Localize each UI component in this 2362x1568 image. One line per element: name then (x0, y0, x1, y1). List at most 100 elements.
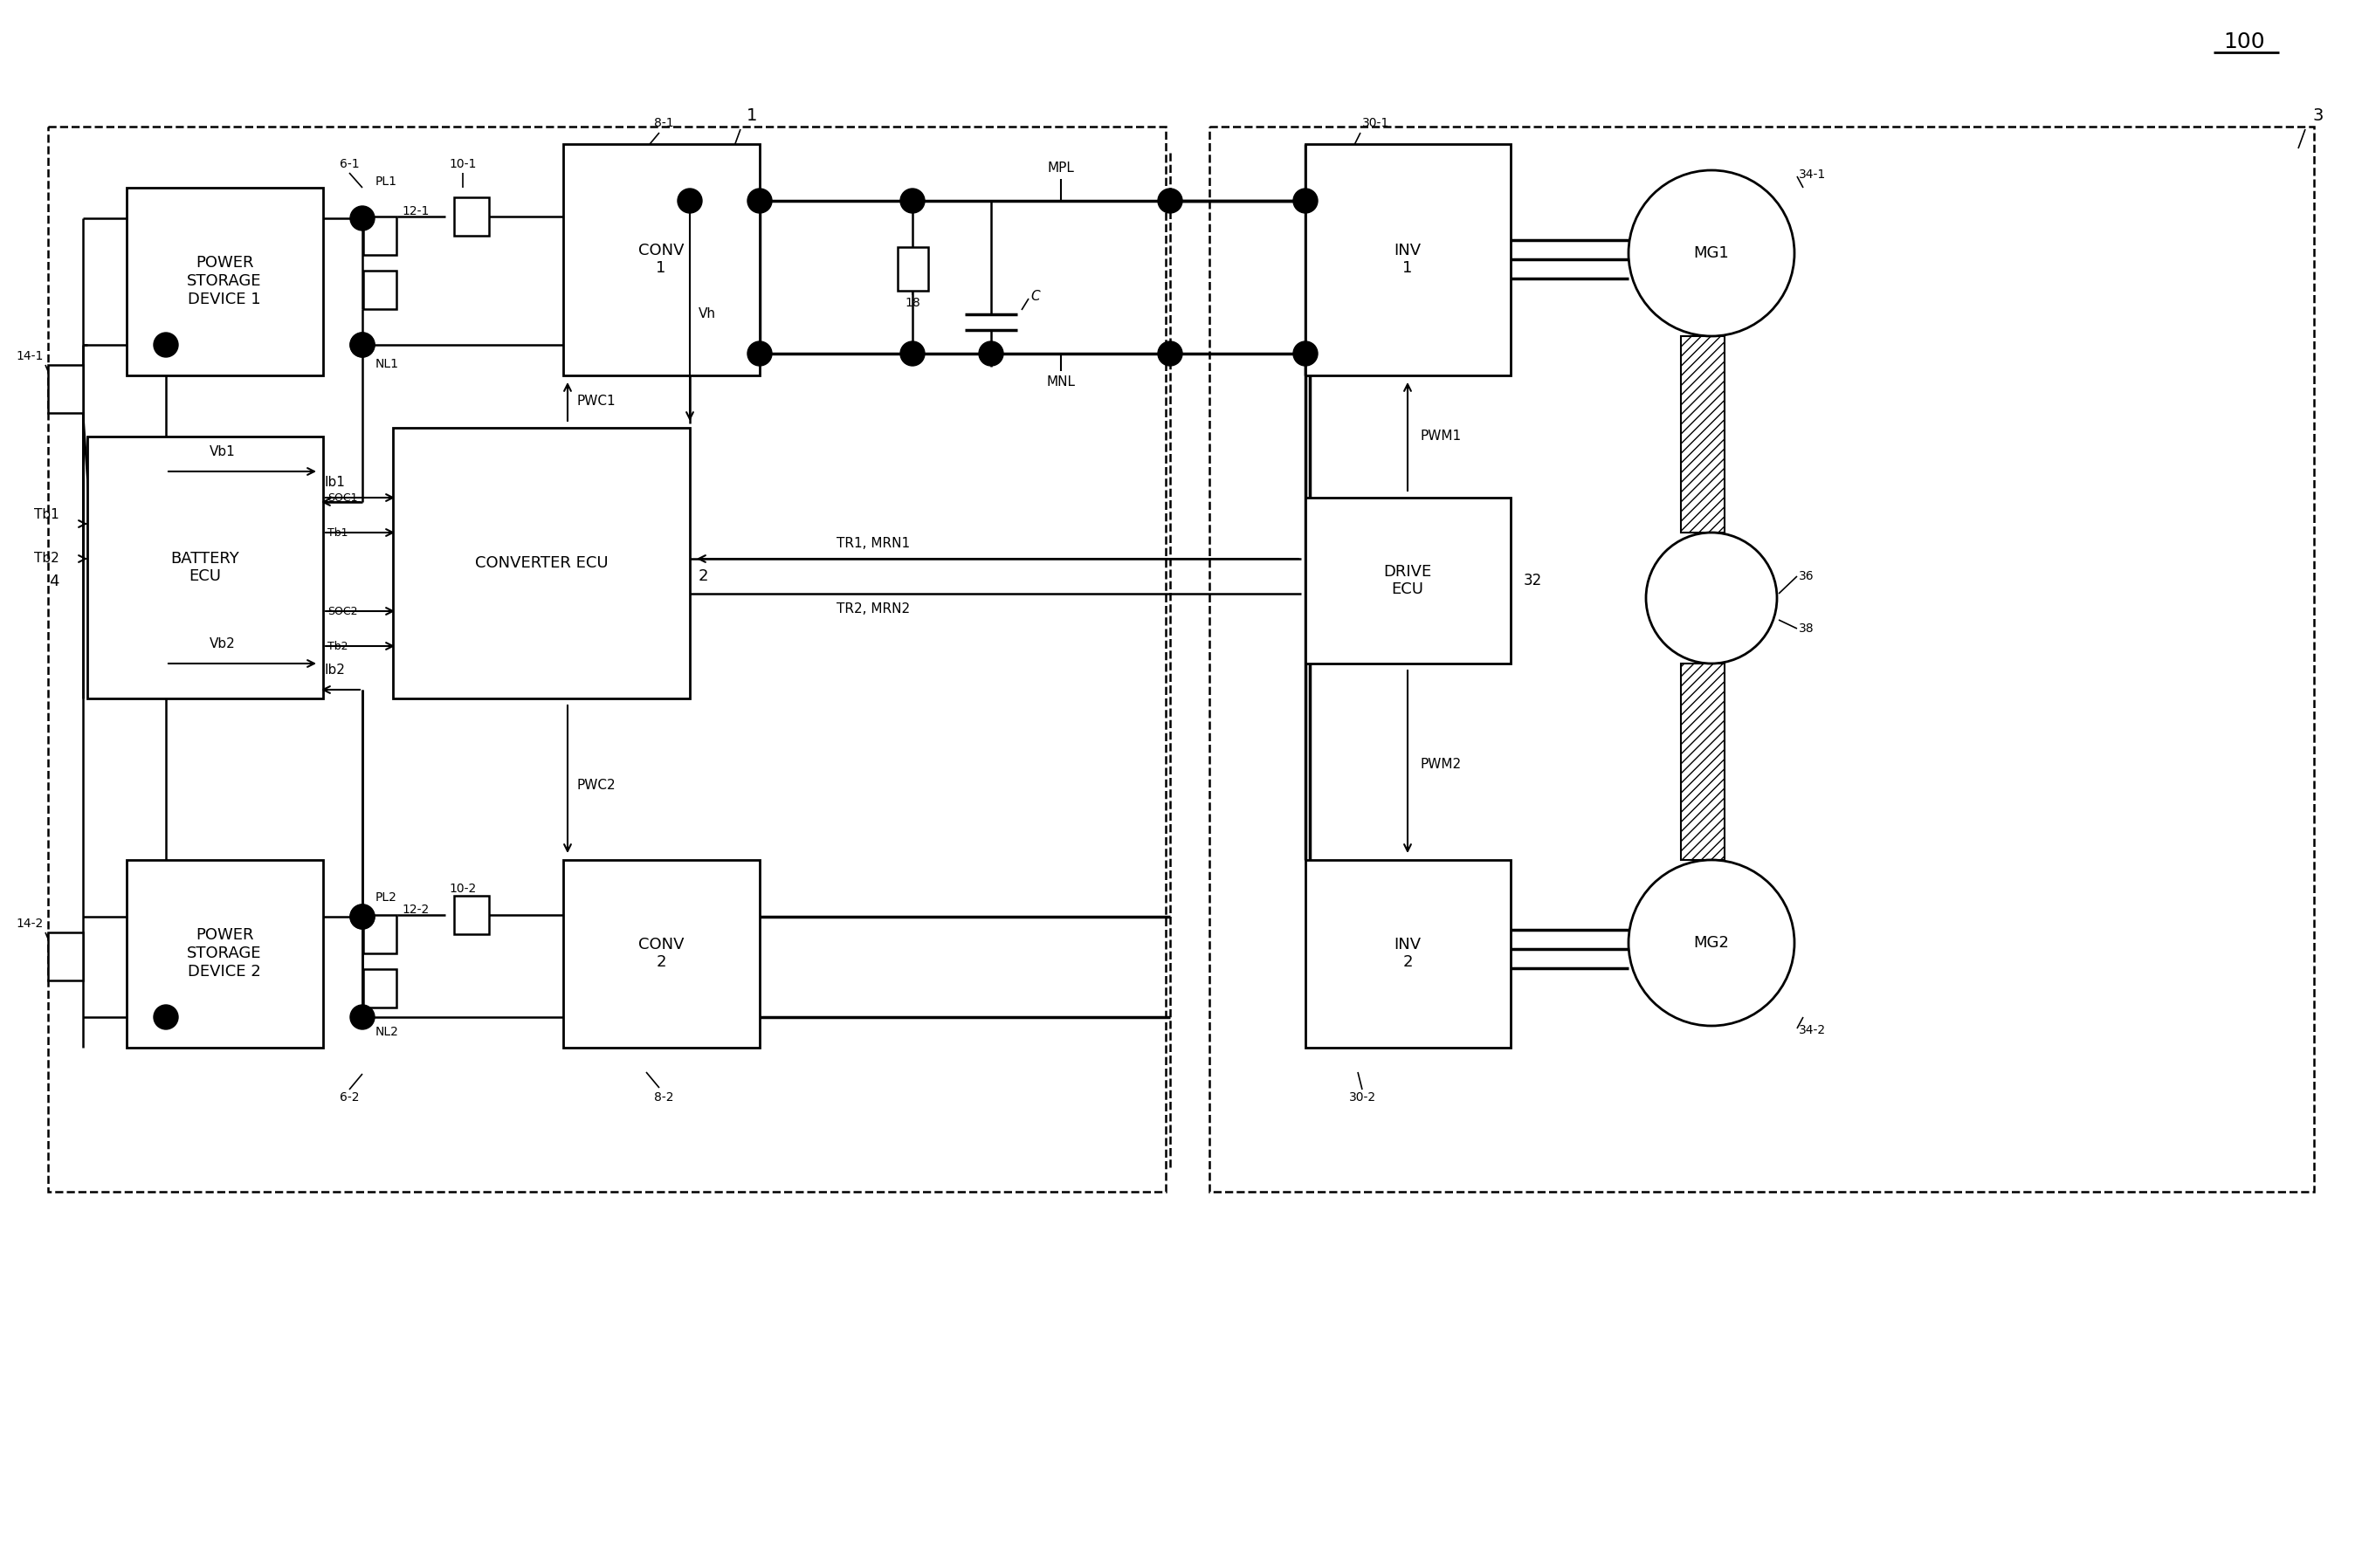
Text: NL2: NL2 (376, 1025, 399, 1038)
Text: 18: 18 (905, 296, 921, 309)
Text: MG2: MG2 (1694, 935, 1729, 950)
Text: Tb1: Tb1 (35, 508, 59, 522)
Text: CONV
2: CONV 2 (638, 936, 685, 971)
Bar (1306, 497, 1512, 663)
Text: PL2: PL2 (376, 891, 397, 903)
Text: SOC1: SOC1 (328, 492, 357, 503)
Bar (364, 916, 397, 953)
Circle shape (900, 342, 924, 365)
Text: 30-2: 30-2 (1349, 1091, 1375, 1104)
Text: 12-1: 12-1 (402, 205, 430, 218)
Circle shape (350, 905, 376, 928)
Text: TR2, MRN2: TR2, MRN2 (836, 602, 909, 616)
Text: Ib2: Ib2 (324, 663, 345, 677)
Bar (364, 216, 397, 256)
Bar (128, 859, 324, 1047)
Text: CONV
1: CONV 1 (638, 243, 685, 276)
Text: INV
2: INV 2 (1394, 936, 1422, 971)
Bar (454, 198, 489, 235)
Text: PWM1: PWM1 (1420, 430, 1462, 444)
Circle shape (350, 1005, 376, 1029)
Text: 100: 100 (2223, 31, 2265, 52)
Circle shape (350, 205, 376, 230)
Bar (364, 271, 397, 309)
Text: NL1: NL1 (376, 358, 399, 370)
Bar (454, 895, 489, 935)
Text: 10-2: 10-2 (449, 883, 477, 895)
Text: Vb1: Vb1 (210, 445, 236, 458)
Text: PWC2: PWC2 (576, 779, 614, 792)
Text: 2: 2 (699, 568, 709, 583)
Text: MPL: MPL (1046, 162, 1075, 174)
Text: Ib1: Ib1 (324, 475, 345, 489)
Circle shape (900, 188, 924, 213)
Circle shape (678, 188, 702, 213)
Text: 32: 32 (1523, 572, 1542, 588)
Text: Tb2: Tb2 (35, 552, 59, 566)
Circle shape (154, 1005, 177, 1029)
Text: 6-1: 6-1 (340, 158, 359, 171)
Text: PWM2: PWM2 (1420, 757, 1462, 770)
Text: INV
1: INV 1 (1394, 243, 1422, 276)
Text: 34-1: 34-1 (1800, 168, 1826, 180)
Text: POWER
STORAGE
DEVICE 2: POWER STORAGE DEVICE 2 (187, 927, 262, 980)
Text: Vh: Vh (699, 307, 716, 321)
Text: PWC1: PWC1 (576, 395, 614, 408)
Text: 14-1: 14-1 (17, 350, 43, 362)
Text: 14-2: 14-2 (17, 917, 43, 930)
Circle shape (1627, 859, 1795, 1025)
Text: 3: 3 (2312, 107, 2324, 124)
Bar (1682, 663, 1724, 859)
Circle shape (1294, 188, 1318, 213)
Bar (1209, 127, 2315, 1192)
Circle shape (1294, 342, 1318, 365)
Text: Vb2: Vb2 (210, 637, 236, 651)
Text: CONVERTER ECU: CONVERTER ECU (475, 555, 607, 571)
Circle shape (154, 332, 177, 358)
Bar (47, 364, 83, 412)
Text: C: C (1030, 290, 1039, 303)
Circle shape (1157, 342, 1183, 365)
Text: 1: 1 (746, 107, 758, 124)
Text: PL1: PL1 (376, 176, 397, 188)
Text: BATTERY
ECU: BATTERY ECU (170, 550, 239, 585)
Text: 6-2: 6-2 (340, 1091, 359, 1104)
Text: 36: 36 (1800, 571, 1814, 582)
Bar (1682, 336, 1724, 533)
Bar (47, 127, 1167, 1192)
Text: SOC2: SOC2 (328, 605, 357, 616)
Bar (128, 188, 324, 375)
Text: 10-1: 10-1 (449, 158, 477, 171)
Bar (1306, 144, 1512, 375)
Bar (898, 248, 928, 290)
Circle shape (350, 332, 376, 358)
Text: TR1, MRN1: TR1, MRN1 (836, 536, 909, 550)
Circle shape (350, 905, 376, 928)
Text: 8-2: 8-2 (654, 1091, 673, 1104)
Text: 38: 38 (1800, 622, 1814, 635)
Text: 12-2: 12-2 (402, 903, 430, 916)
Bar (562, 859, 761, 1047)
Circle shape (350, 332, 376, 358)
Text: POWER
STORAGE
DEVICE 1: POWER STORAGE DEVICE 1 (187, 256, 262, 307)
Bar (87, 436, 324, 698)
Circle shape (1646, 533, 1776, 663)
Text: MNL: MNL (1046, 375, 1075, 389)
Bar (364, 969, 397, 1008)
Circle shape (746, 188, 772, 213)
Bar (1306, 859, 1512, 1047)
Bar (47, 931, 83, 980)
Text: DRIVE
ECU: DRIVE ECU (1384, 563, 1431, 597)
Bar (392, 428, 690, 698)
Text: Tb1: Tb1 (328, 527, 347, 538)
Text: 8-1: 8-1 (654, 118, 673, 129)
Text: 34-2: 34-2 (1800, 1024, 1826, 1036)
Text: 30-1: 30-1 (1363, 118, 1389, 129)
Bar (562, 144, 761, 375)
Circle shape (978, 342, 1004, 365)
Text: MG1: MG1 (1694, 245, 1729, 260)
Circle shape (1157, 188, 1183, 213)
Text: Tb2: Tb2 (328, 640, 347, 652)
Circle shape (746, 342, 772, 365)
Circle shape (1627, 171, 1795, 336)
